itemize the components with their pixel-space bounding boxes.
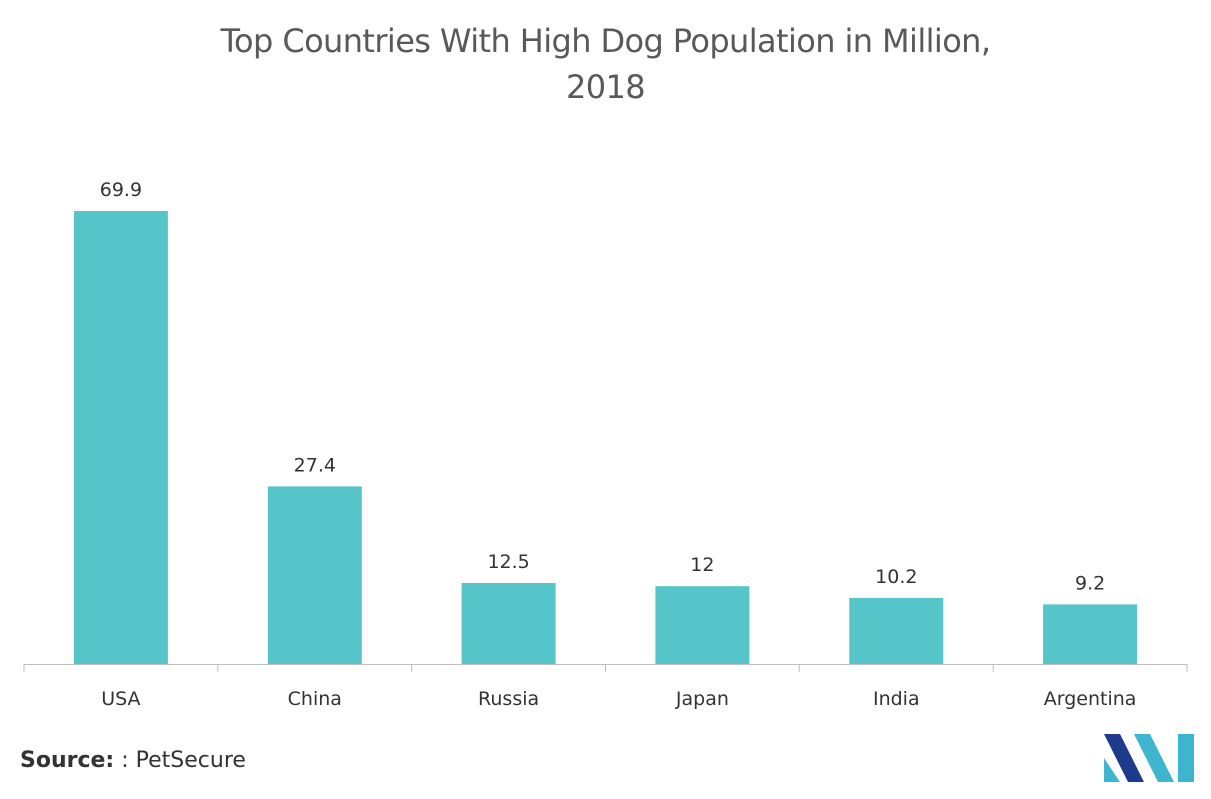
bar-usa (73, 211, 168, 664)
data-label-india: 10.2 (875, 566, 917, 588)
tick-label-usa: USA (101, 688, 140, 710)
logo-left-leg (1104, 758, 1120, 782)
logo-left-stripe (1104, 734, 1144, 782)
source-note: Source: : PetSecure (20, 748, 246, 773)
tick-label-argentina: Argentina (1044, 688, 1137, 710)
chart-title: Top Countries With High Dog Population i… (0, 18, 1211, 110)
data-label-argentina: 9.2 (1075, 572, 1105, 594)
source-label: Source: (20, 748, 115, 773)
bar-argentina (1043, 604, 1138, 664)
logo-right-bar (1178, 734, 1194, 782)
bar-chart: 69.9 USA 27.4 China 12.5 Russia 12 Japan 10.2 Ind… (23, 179, 1188, 710)
data-label-japan: 12 (690, 554, 714, 576)
bar-japan (655, 586, 750, 664)
tick-label-china: China (288, 688, 342, 710)
bar-china (267, 486, 362, 664)
tick-label-india: India (873, 688, 920, 710)
chart-title-line-2: 2018 (565, 68, 646, 106)
tick-label-russia: Russia (478, 688, 539, 710)
bar-russia (461, 583, 556, 664)
logo-middle-stripe (1134, 734, 1174, 782)
data-label-china: 27.4 (294, 454, 336, 476)
mordor-intelligence-logo (1104, 734, 1194, 782)
data-label-russia: 12.5 (487, 551, 529, 573)
data-label-usa: 69.9 (100, 179, 142, 201)
bar-india (849, 597, 944, 664)
tick-label-japan: Japan (675, 688, 729, 710)
chart-title-line-1: Top Countries With High Dog Population i… (220, 22, 991, 60)
source-text: : PetSecure (121, 748, 246, 773)
